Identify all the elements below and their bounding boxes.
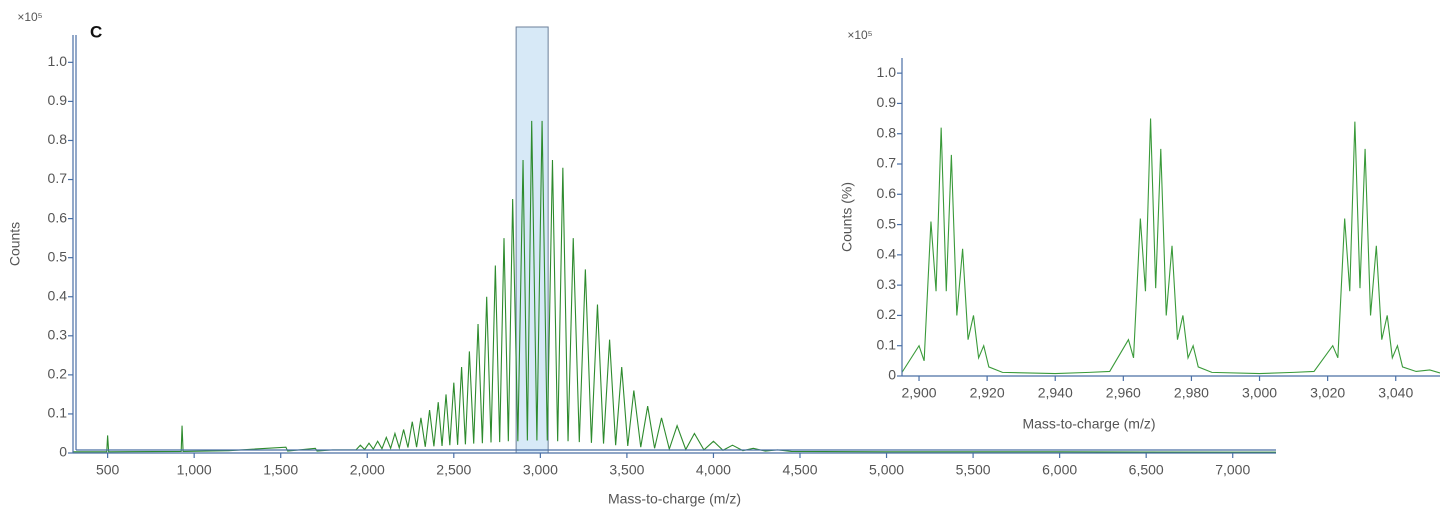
x-tick-label: 5,000: [869, 462, 904, 478]
x-tick-label: 2,500: [436, 462, 471, 478]
y-tick-label: 0.2: [877, 306, 897, 322]
x-tick-label: 4,500: [782, 462, 817, 478]
y-tick-label: 0.8: [877, 124, 897, 140]
x-tick-label: 2,960: [1106, 385, 1141, 401]
x-tick-label: 3,040: [1378, 385, 1413, 401]
x-tick-label: 2,940: [1038, 385, 1073, 401]
x-tick-label: 4,000: [696, 462, 731, 478]
y-tick-label: 0.8: [48, 131, 68, 147]
x-tick-label: 1,000: [177, 462, 212, 478]
y-tick-label: 0.6: [877, 185, 897, 201]
x-tick-label: 3,020: [1310, 385, 1345, 401]
y-multiplier: ×10⁵: [847, 28, 872, 42]
y-tick-label: 0.3: [877, 276, 897, 292]
y-tick-label: 0.6: [48, 209, 68, 225]
y-tick-label: 0.7: [48, 170, 68, 186]
y-tick-label: 0: [888, 367, 896, 383]
x-tick-label: 1,500: [263, 462, 298, 478]
x-tick-label: 5,500: [956, 462, 991, 478]
y-tick-label: 0.7: [877, 155, 897, 171]
y-tick-label: 0.5: [877, 215, 897, 231]
y-axis-label: Counts: [7, 222, 23, 266]
y-tick-label: 0.5: [48, 248, 68, 264]
y-tick-label: 0.1: [48, 405, 68, 421]
highlight-region: [515, 26, 549, 454]
x-tick-label: 2,920: [970, 385, 1005, 401]
x-tick-label: 2,000: [350, 462, 385, 478]
y-tick-label: 0.9: [48, 92, 68, 108]
x-axis-label: Mass-to-charge (m/z): [1022, 416, 1155, 432]
x-tick-label: 6,000: [1042, 462, 1077, 478]
x-axis-label: Mass-to-charge (m/z): [608, 491, 741, 507]
y-tick-label: 0.3: [48, 327, 68, 343]
x-tick-label: 3,500: [609, 462, 644, 478]
y-tick-label: 1.0: [48, 53, 68, 69]
y-tick-label: 0.1: [877, 336, 897, 352]
y-multiplier: ×10⁵: [17, 10, 42, 24]
y-tick-label: 1.0: [877, 64, 897, 80]
y-tick-label: 0.2: [48, 366, 68, 382]
spectrum-line: [901, 118, 1440, 375]
panel-label: C: [90, 22, 102, 41]
y-axis-label: Counts (%): [839, 182, 855, 252]
y-tick-label: 0.4: [48, 287, 68, 303]
spectrum-line: [73, 120, 1276, 453]
x-tick-label: 3,000: [1242, 385, 1277, 401]
x-tick-label: 7,000: [1215, 462, 1250, 478]
y-tick-label: 0: [59, 444, 67, 460]
x-tick-label: 2,900: [902, 385, 937, 401]
x-tick-label: 2,980: [1174, 385, 1209, 401]
y-tick-label: 0.9: [877, 94, 897, 110]
x-tick-label: 500: [96, 462, 120, 478]
y-tick-label: 0.4: [877, 246, 897, 262]
inset-background: [835, 22, 1440, 440]
x-tick-label: 6,500: [1129, 462, 1164, 478]
x-tick-label: 3,000: [523, 462, 558, 478]
